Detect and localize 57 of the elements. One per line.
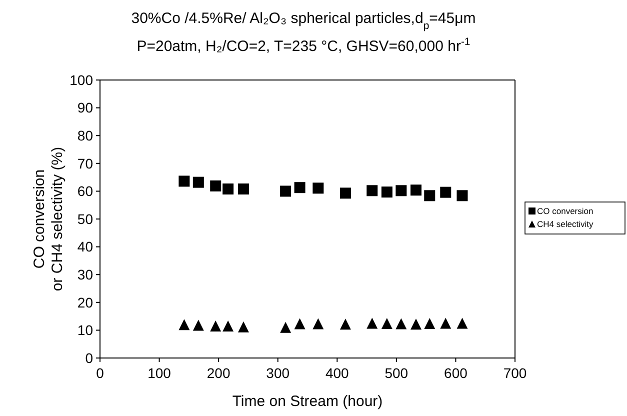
point: [456, 190, 468, 202]
point: [440, 318, 452, 329]
y-tick-label: 0: [85, 350, 94, 366]
point: [222, 183, 234, 194]
point: [312, 182, 324, 194]
point: [192, 320, 204, 331]
x-tick-label: 500: [384, 365, 408, 381]
point: [456, 318, 468, 329]
chart-subtitle: P=20atm, H₂/CO=2, T=235 °C, GHSV=60,000 hr$^{-1}$: [136, 36, 470, 55]
y-tick-label: 70: [77, 155, 94, 172]
point: [294, 182, 306, 194]
chart-title: 30%Co /4.5%Re/ Al₂O₃ spherical particles,d$_{p}$=45μm: [131, 10, 476, 32]
point: [178, 176, 190, 187]
point: [210, 180, 222, 192]
x-tick-label: 0: [96, 365, 104, 381]
x-tick-label: 400: [325, 365, 350, 381]
y-tick-label: 40: [77, 238, 94, 255]
point: [340, 318, 351, 330]
x-tick-label: 700: [503, 365, 527, 381]
y-tick-label: 20: [77, 294, 94, 310]
point: [238, 321, 249, 332]
point: [280, 322, 292, 333]
point: [210, 320, 222, 332]
point: [396, 185, 407, 196]
point: [238, 183, 249, 194]
y-tick-label: 10: [77, 322, 94, 338]
y-tick-label: 50: [77, 210, 94, 227]
point: [396, 318, 407, 330]
x-tick-label: 200: [206, 365, 230, 381]
point: [366, 185, 378, 196]
x-tick-label: 100: [148, 365, 172, 381]
y-tick-label: 100: [70, 72, 94, 88]
point: [340, 188, 351, 199]
point: [424, 318, 436, 330]
point: [440, 186, 452, 198]
x-axis-title: Time on Stream (hour): [232, 393, 383, 410]
point: [381, 186, 392, 198]
x-tick-label: 600: [444, 365, 468, 381]
point: [312, 318, 324, 330]
point: [381, 318, 392, 330]
point: [410, 184, 422, 196]
legend-label: CH4 selectivity: [537, 218, 594, 229]
point: [424, 190, 436, 202]
y-tick-label: 60: [77, 183, 94, 200]
x-tick-label: 300: [266, 365, 290, 381]
point: [410, 318, 422, 330]
y-tick-label: 90: [77, 100, 94, 116]
point: [192, 176, 204, 188]
point: [178, 319, 190, 330]
point: [366, 318, 378, 329]
y-tick-label: 80: [77, 128, 94, 144]
point: [294, 318, 306, 330]
legend-label: CO conversion: [537, 206, 594, 216]
y-tick-label: 30: [77, 266, 94, 282]
point: [280, 186, 292, 197]
y-axis-title: CO conversion or CH4 selectivity (%): [31, 146, 66, 292]
point: [222, 320, 234, 332]
